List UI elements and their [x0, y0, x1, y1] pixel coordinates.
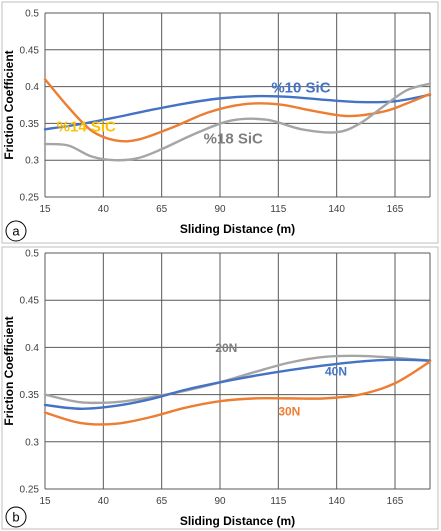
- series-label: 30N: [278, 404, 300, 418]
- x-axis-title: Sliding Distance (m): [180, 222, 295, 236]
- x-tick-label: 65: [156, 204, 168, 215]
- x-tick-label: 15: [39, 496, 51, 507]
- y-tick-label: 0.25: [20, 193, 40, 204]
- y-tick-label: 0.4: [25, 343, 39, 354]
- chart-panel-a: 0.25 0.3 0.35 0.4 0.45 0.5 15 40 65 90 115 140 165 %1…: [1, 1, 439, 244]
- panel-label: b: [12, 510, 19, 525]
- panel-label-circle: [5, 220, 27, 242]
- series-line: [43, 358, 432, 410]
- y-tick-label: 0.5: [25, 249, 39, 260]
- series-line: [43, 93, 432, 131]
- x-tick-label: 165: [387, 496, 404, 507]
- x-tick-label: 165: [387, 204, 404, 215]
- x-tick-label: 140: [328, 204, 345, 215]
- x-tick-label: 65: [156, 496, 168, 507]
- panel-label: a: [12, 224, 20, 239]
- y-axis-title: Friction Coefficient: [2, 316, 16, 425]
- x-tick-label: 140: [328, 496, 345, 507]
- x-tick-label: 15: [39, 204, 51, 215]
- x-tick-label: 115: [270, 496, 286, 507]
- series-line: [43, 354, 432, 405]
- series-label: %14 SiC: [57, 118, 116, 135]
- x-tick-label: 90: [214, 496, 226, 507]
- y-tick-label: 0.45: [20, 296, 40, 307]
- panel-label-circle: [5, 506, 27, 528]
- series-line: [43, 78, 432, 143]
- y-tick-label: 0.35: [20, 390, 40, 401]
- series-label: 20N: [215, 341, 237, 355]
- y-tick-label: 0.5: [25, 9, 39, 20]
- y-tick-label: 0.35: [20, 119, 40, 130]
- y-tick-label: 0.25: [20, 485, 40, 496]
- y-tick-label: 0.3: [25, 437, 39, 448]
- x-tick-label: 40: [98, 496, 110, 507]
- series-label: %18 SiC: [204, 130, 263, 147]
- series-line: [43, 360, 432, 426]
- y-tick-label: 0.45: [20, 45, 40, 56]
- x-tick-label: 90: [214, 204, 226, 215]
- x-tick-label: 40: [98, 204, 110, 215]
- series-line: [43, 82, 432, 162]
- series-label: %10 SiC: [271, 79, 330, 96]
- y-tick-label: 0.3: [25, 156, 39, 167]
- y-axis-title: Friction Coefficient: [2, 50, 16, 159]
- x-axis-title: Sliding Distance (m): [180, 514, 295, 528]
- series-label: 40N: [325, 365, 347, 379]
- chart-panel-b: 0.25 0.3 0.35 0.4 0.45 0.5 15 40 65 90 115 140 165 20…: [1, 246, 439, 530]
- x-tick-label: 115: [270, 204, 286, 215]
- y-tick-label: 0.4: [25, 82, 39, 93]
